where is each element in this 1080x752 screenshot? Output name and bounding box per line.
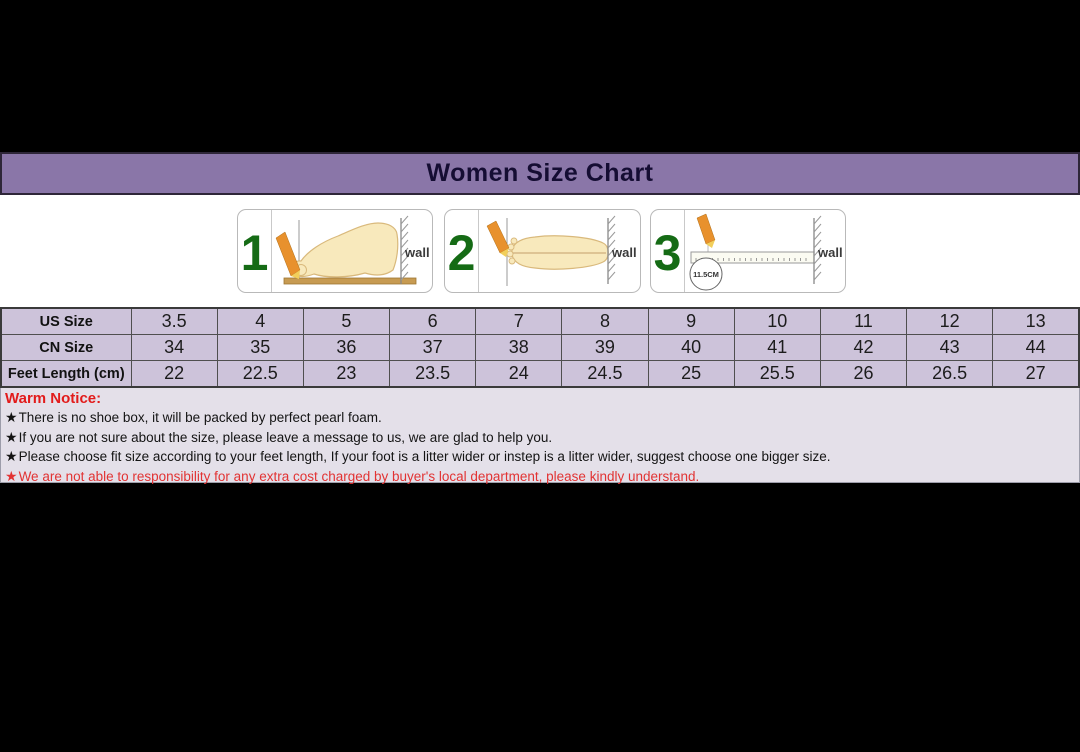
chart-title-bar: Women Size Chart [0, 152, 1080, 195]
size-cell: 7 [475, 307, 563, 335]
measure-step-1: 1 wall [237, 209, 433, 293]
notice-list: ★There is no shoe box, it will be packed… [5, 408, 1075, 486]
size-table-row-0: US Size 3.5 4 5 6 7 8 9 10 11 12 13 [0, 307, 1080, 335]
size-cell: 39 [561, 334, 649, 361]
notice-item: ★Please choose fit size according to you… [5, 447, 1075, 467]
star-icon: ★ [5, 428, 18, 445]
size-cell: 25.5 [733, 360, 821, 388]
notice-text: If you are not sure about the size, plea… [18, 429, 553, 445]
size-cell: 22.5 [216, 360, 304, 388]
step-number-zone: 2 [445, 210, 479, 292]
wall-label: wall [611, 245, 637, 260]
size-cell: 35 [216, 334, 304, 361]
size-cell: 9 [647, 307, 735, 335]
size-cell: 34 [130, 334, 218, 361]
wall-label: wall [817, 245, 843, 260]
step-3-number: 3 [653, 225, 682, 281]
warm-notice-section: Warm Notice: ★There is no shoe box, it w… [0, 388, 1080, 486]
step-1-number: 1 [240, 225, 269, 281]
row-label: CN Size [0, 334, 132, 361]
size-cell: 11 [819, 307, 908, 335]
size-table-body: US Size 3.5 4 5 6 7 8 9 10 11 12 13 CN Size 34 35 36 37 3… [0, 307, 1080, 388]
star-icon: ★ [5, 448, 18, 464]
row-label: US Size [0, 307, 132, 335]
page-title: Women Size Chart [426, 159, 654, 187]
foot-side-shape [293, 222, 399, 278]
step-number-zone: 3 [651, 210, 685, 292]
star-icon: ★ [5, 409, 18, 425]
size-cell: 4 [216, 307, 304, 335]
warm-notice-title: Warm Notice: [5, 390, 102, 407]
size-cell: 22 [130, 360, 218, 388]
size-cell: 42 [819, 334, 908, 361]
pencil-icon [696, 213, 716, 248]
measuring-board [283, 277, 417, 285]
size-cell: 3.5 [130, 307, 218, 335]
size-table-row-1: CN Size 34 35 36 37 38 39 40 41 42 43 44 [0, 334, 1080, 361]
measurement-value: 11.5CM [693, 270, 719, 279]
notice-text: Please choose fit size according to your… [18, 449, 831, 464]
size-cell: 23 [302, 360, 391, 388]
notice-item: ★If you are not sure about the size, ple… [5, 428, 1075, 448]
size-table-row-2: Feet Length (cm) 22 22.5 23 23.5 24 24.5 25 25.5… [0, 360, 1080, 388]
size-cell: 36 [302, 334, 391, 361]
size-table: US Size 3.5 4 5 6 7 8 9 10 11 12 13 CN Size 34 35 36 37 3… [0, 307, 1080, 388]
wall-hatch [813, 215, 822, 284]
wall-hatch [607, 215, 616, 284]
size-cell: 23.5 [389, 360, 477, 388]
size-cell: 26 [819, 360, 908, 388]
size-cell: 25 [647, 360, 735, 388]
pencil-icon [275, 231, 301, 279]
size-cell: 10 [733, 307, 821, 335]
toe [507, 243, 515, 251]
size-chart-panel: Women Size Chart 1 [0, 152, 1080, 486]
wall-label: wall [404, 245, 430, 260]
step-number-zone: 1 [238, 210, 272, 292]
size-cell: 13 [992, 307, 1080, 335]
notice-text: There is no shoe box, it will be packed … [18, 410, 382, 425]
notice-item: ★There is no shoe box, it will be packed… [5, 408, 1075, 428]
size-cell: 26.5 [906, 360, 994, 388]
measure-step-2: 2 [444, 209, 641, 293]
size-cell: 6 [389, 307, 477, 335]
size-cell: 43 [906, 334, 994, 361]
toe [510, 237, 518, 245]
size-cell: 8 [561, 307, 649, 335]
pencil-icon [486, 220, 510, 257]
size-cell: 44 [992, 334, 1080, 361]
row-label: Feet Length (cm) [0, 360, 132, 388]
size-cell: 24.5 [561, 360, 649, 388]
size-cell: 5 [302, 307, 391, 335]
measure-step-3: 3 11.5CM wall [650, 209, 846, 293]
measure-instructions: 1 wall [0, 195, 1080, 307]
size-cell: 38 [475, 334, 563, 361]
notice-text: We are not able to responsibility for an… [18, 468, 700, 484]
size-cell: 37 [389, 334, 477, 361]
star-icon: ★ [5, 467, 18, 484]
wall-hatch [400, 215, 409, 284]
size-cell: 40 [647, 334, 735, 361]
ruler-illustration: 11.5CM wall [689, 213, 843, 291]
toe [508, 257, 516, 265]
notice-item: ★We are not able to responsibility for a… [5, 467, 1075, 487]
measurement-callout-circle [689, 257, 723, 291]
foot-top-view-illustration: wall [486, 215, 637, 286]
size-cell: 12 [906, 307, 994, 335]
foot-side-view-illustration: wall [275, 215, 430, 285]
size-cell: 24 [475, 360, 563, 388]
step-2-number: 2 [447, 225, 476, 281]
size-cell: 41 [733, 334, 821, 361]
toe [506, 250, 514, 258]
size-cell: 27 [992, 360, 1080, 388]
